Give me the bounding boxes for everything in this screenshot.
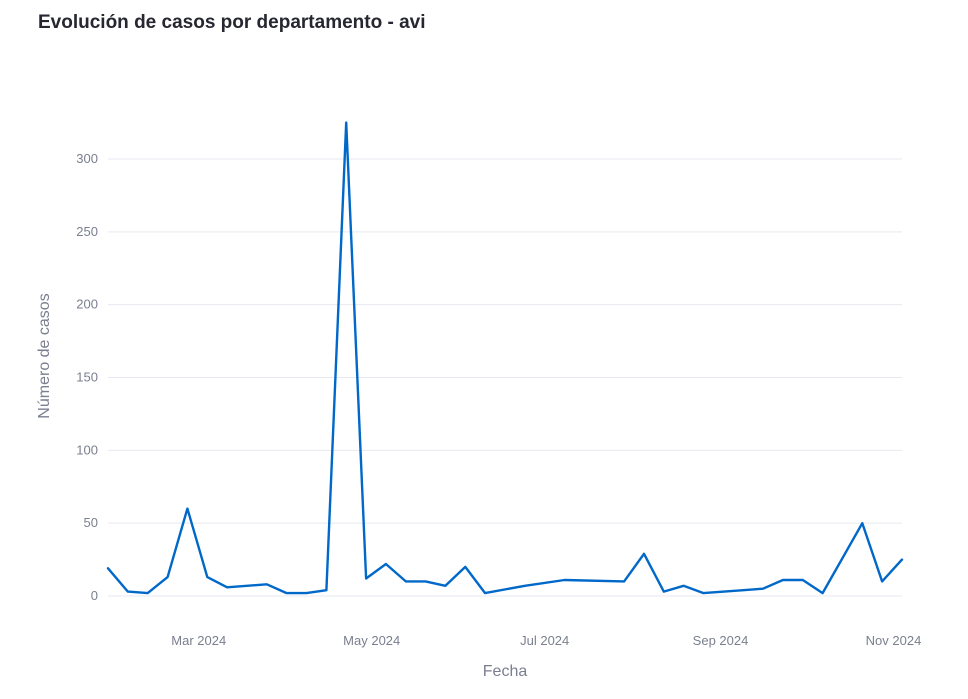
x-tick-label: May 2024: [343, 633, 400, 648]
y-tick-label: 250: [76, 224, 98, 239]
x-tick-label: Sep 2024: [693, 633, 749, 648]
x-tick-label: Mar 2024: [171, 633, 226, 648]
y-tick-label: 100: [76, 442, 98, 457]
series-line: [106, 121, 904, 595]
x-tick-label: Nov 2024: [866, 633, 922, 648]
gridlines: [108, 158, 902, 597]
y-tick-label: 200: [76, 297, 98, 312]
y-tick-label: 50: [84, 515, 98, 530]
y-tick-label: 0: [91, 588, 98, 603]
chart-title: Evolución de casos por departamento - av…: [38, 12, 426, 33]
y-tick-label: 300: [76, 151, 98, 166]
y-axis-ticks: 0 50 100 150 200 250 300: [76, 151, 98, 603]
y-axis-label: Número de casos: [36, 293, 53, 418]
x-axis-ticks: Mar 2024 May 2024 Jul 2024 Sep 2024 Nov 2024: [171, 633, 921, 648]
x-tick-label: Jul 2024: [520, 633, 569, 648]
series-layer: [106, 121, 904, 595]
y-tick-label: 150: [76, 369, 98, 384]
x-axis-label: Fecha: [483, 663, 528, 680]
